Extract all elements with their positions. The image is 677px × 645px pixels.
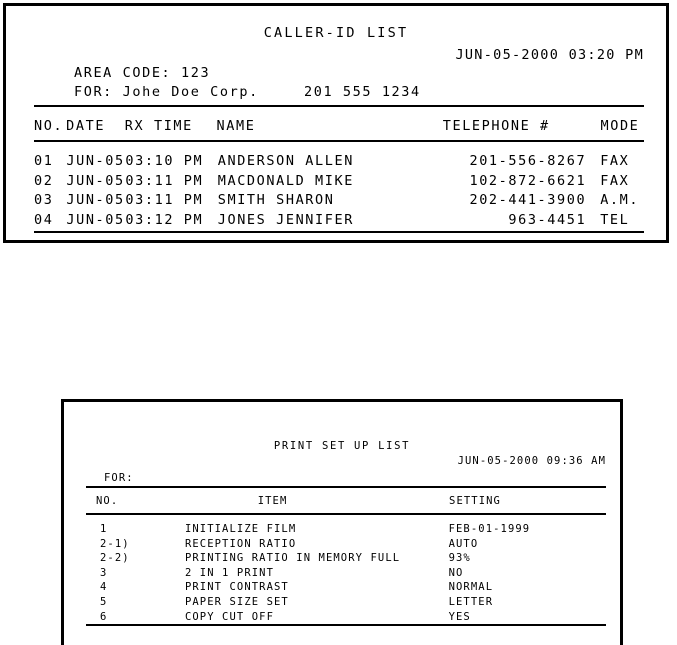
cell-item: PRINT CONTRAST [184,581,289,594]
caller-id-rule-bottom [34,231,644,233]
cell-no: 02 [34,172,54,189]
table-row: 2-2) PRINTING RATIO IN MEMORY FULL 93% [86,551,606,566]
table-row: 5 PAPER SIZE SET LETTER [86,595,606,610]
cell-no: 01 [34,153,54,169]
caller-id-table-header: NO. DATE RX TIME NAME TELEPHONE # MODE [34,117,644,136]
caller-id-report-sheet: CALLER-ID LIST JUN-05-2000 03:20 PM AREA… [3,3,669,243]
print-setup-for-label: FOR: [104,472,134,484]
caller-id-for-line: FOR: Johe Doe Corp. 201 555 1234 [74,83,421,102]
column-header-telephone: TELEPHONE # [442,118,550,134]
cell-item: RECEPTION RATIO [184,537,297,550]
cell-telephone: 102-872-6621 [469,172,587,189]
cell-name: SMITH SHARON [217,192,335,208]
caller-id-rule-top [34,105,644,107]
cell-no: 03 [34,192,54,208]
column-header-item: ITEM [257,495,288,507]
cell-name: ANDERSON ALLEN [217,153,354,169]
cell-no: 2-2) [100,552,130,565]
cell-setting: 93% [448,552,471,565]
cell-telephone: 963-4451 [508,211,587,228]
cell-name: JONES JENNIFER [217,211,354,228]
print-setup-rule-top [86,486,606,488]
cell-rx_time: 03:11 PM [125,192,204,208]
column-header-setting: SETTING [449,495,501,507]
cell-mode: TEL [600,211,630,228]
cell-no: 1 [100,523,108,535]
cell-date: JUN-05 [66,172,125,189]
cell-date: JUN-05 [66,153,125,169]
cell-no: 04 [34,211,54,228]
column-header-mode: MODE [600,118,640,134]
print-setup-rule-bottom [86,624,606,626]
cell-no: 4 [100,581,108,594]
caller-id-for-phone: 201 555 1234 [304,84,421,100]
table-row: 02 JUN-05 03:11 PM MACDONALD MIKE 102-872-66… [34,172,644,192]
cell-telephone: 201-556-8267 [469,153,587,169]
print-setup-report-title: PRINT SET UP LIST [273,440,411,452]
caller-id-report-title: CALLER-ID LIST [263,25,409,41]
column-header-name: NAME [216,118,256,134]
table-row: 04 JUN-05 03:12 PM JONES JENNIFER 963-4451 TE… [34,211,644,231]
table-row: 01 JUN-05 03:10 PM ANDERSON ALLEN 201-556-82… [34,152,644,172]
print-setup-table-header: NO. ITEM SETTING [86,494,606,509]
cell-mode: A.M. [600,192,640,208]
cell-no: 5 [100,595,108,608]
column-header-no: NO. [96,495,119,507]
column-header-no: NO. [34,118,64,134]
cell-setting: NORMAL [448,581,494,594]
cell-setting: AUTO [448,537,479,550]
cell-no: 6 [100,610,108,623]
print-setup-rule-middle [86,513,606,515]
table-row: 3 2 IN 1 PRINT NO [86,566,606,581]
caller-id-table-body: 01 JUN-05 03:10 PM ANDERSON ALLEN 201-556-82… [34,152,644,230]
table-row: 2-1) RECEPTION RATIO AUTO [86,537,606,552]
cell-telephone: 202-441-3900 [469,192,587,208]
cell-no: 3 [100,566,108,579]
cell-date: JUN-05 [66,192,125,208]
print-setup-report-datetime: JUN-05-2000 09:36 AM [457,455,606,467]
print-setup-report-sheet: PRINT SET UP LIST JUN-05-2000 09:36 AM F… [61,399,623,645]
table-row: 1 INITIALIZE FILM FEB-01-1999 [86,522,606,537]
cell-date: JUN-05 [66,211,125,228]
caller-id-rule-middle [34,140,644,142]
cell-setting: YES [448,610,471,623]
cell-mode: FAX [600,153,630,169]
table-row: 03 JUN-05 03:11 PM SMITH SHARON 202-441-3900… [34,191,644,211]
cell-item: 2 IN 1 PRINT [184,566,275,579]
cell-rx_time: 03:10 PM [125,153,204,169]
cell-rx_time: 03:11 PM [125,172,204,189]
table-row: 4 PRINT CONTRAST NORMAL [86,580,606,595]
cell-no: 2-1) [100,537,130,550]
cell-item: PAPER SIZE SET [184,595,289,608]
cell-name: MACDONALD MIKE [217,172,354,189]
cell-item: INITIALIZE FILM [184,523,297,535]
cell-item: COPY CUT OFF [184,610,275,623]
column-header-date: DATE [66,118,106,134]
caller-id-for-label: FOR: Johe Doe Corp. [74,84,259,100]
cell-setting: FEB-01-1999 [448,523,531,535]
caller-id-area-code: AREA CODE: 123 [74,65,211,81]
caller-id-report-datetime: JUN-05-2000 03:20 PM [455,47,644,63]
cell-item: PRINTING RATIO IN MEMORY FULL [184,552,401,565]
cell-setting: LETTER [448,595,494,608]
cell-rx_time: 03:12 PM [125,211,204,228]
table-row: 6 COPY CUT OFF YES [86,610,606,625]
cell-mode: FAX [600,172,630,189]
column-header-rx-time: RX TIME [124,118,193,134]
print-setup-table-body: 1 INITIALIZE FILM FEB-01-1999 2-1) RECEPTION… [86,522,606,624]
cell-setting: NO [448,566,464,579]
